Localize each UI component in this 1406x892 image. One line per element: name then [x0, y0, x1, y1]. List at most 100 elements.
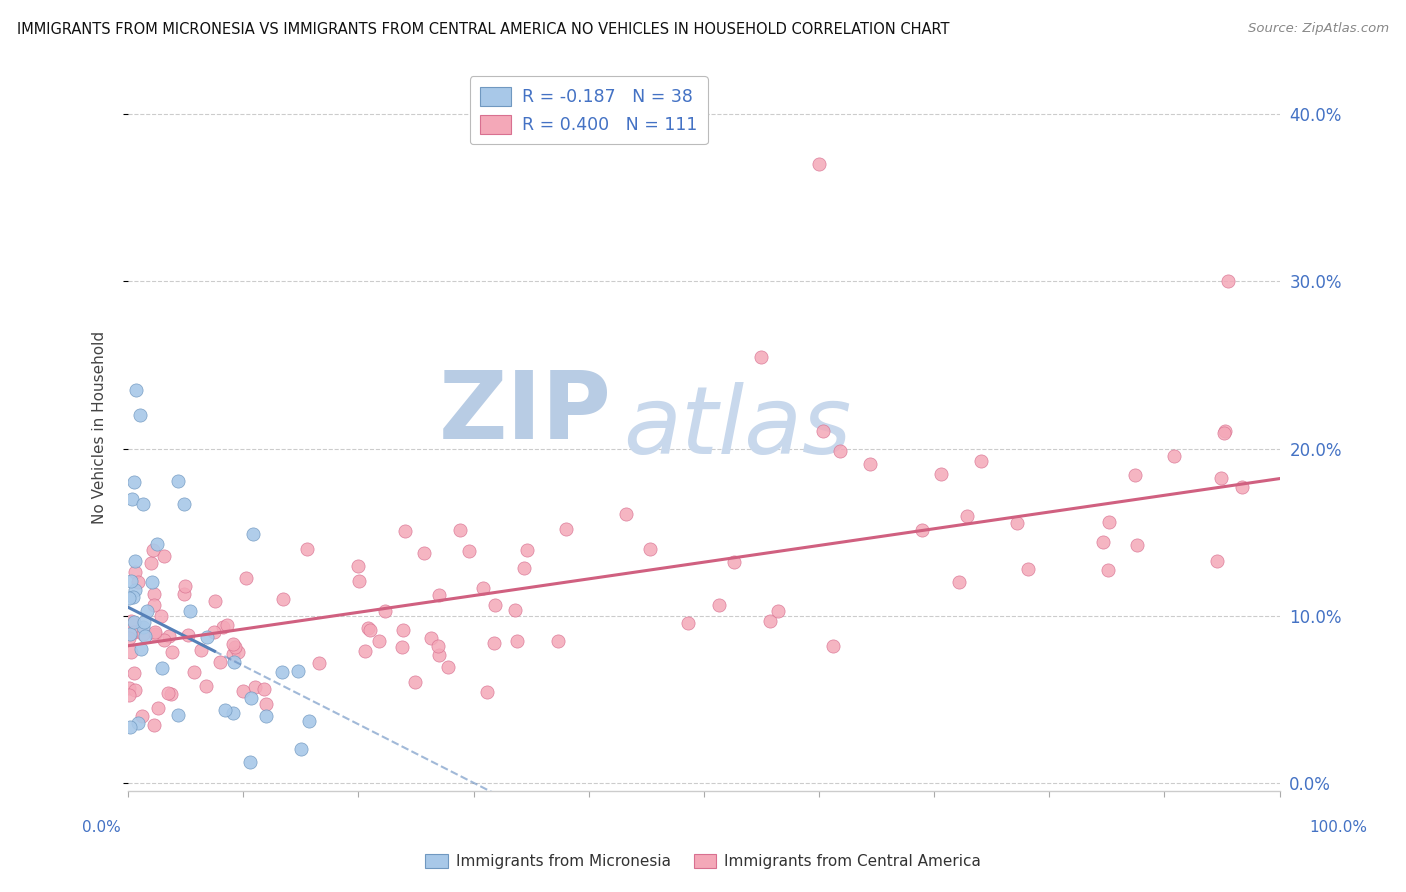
Text: 0.0%: 0.0% — [82, 821, 121, 835]
Point — [1126, 538, 1149, 552]
Point — [253, 681, 276, 696]
Point — [222, 647, 245, 661]
Point — [347, 558, 370, 573]
Point — [392, 624, 415, 638]
Point — [235, 571, 257, 585]
Point — [118, 631, 141, 645]
Point — [129, 641, 152, 656]
Point — [1092, 534, 1115, 549]
Text: ZIP: ZIP — [439, 368, 612, 459]
Point — [177, 628, 200, 642]
Text: 100.0%: 100.0% — [1309, 821, 1368, 835]
Point — [391, 640, 413, 654]
Point — [160, 688, 183, 702]
Point — [1163, 449, 1185, 463]
Point — [1216, 274, 1239, 288]
Point — [472, 581, 495, 595]
Point — [948, 574, 970, 589]
Point — [516, 543, 538, 558]
Point — [758, 614, 780, 628]
Point — [1005, 516, 1028, 531]
Point — [121, 491, 143, 506]
Point — [120, 614, 142, 628]
Point — [131, 620, 153, 634]
Point — [513, 561, 536, 575]
Point — [202, 624, 225, 639]
Point — [134, 629, 156, 643]
Point — [224, 655, 246, 669]
Point — [766, 604, 789, 618]
Point — [638, 541, 661, 556]
Point — [821, 639, 844, 653]
Point — [125, 383, 148, 397]
Point — [308, 656, 330, 670]
Point — [224, 640, 246, 655]
Point — [808, 157, 831, 171]
Point — [226, 645, 249, 659]
Point — [122, 590, 145, 604]
Point — [297, 542, 319, 557]
Point — [204, 594, 226, 608]
Point — [146, 701, 169, 715]
Point — [1230, 480, 1253, 494]
Point — [427, 648, 450, 662]
Point — [173, 497, 195, 511]
Point — [394, 524, 416, 538]
Point — [127, 716, 149, 731]
Point — [150, 661, 173, 675]
Point — [676, 615, 699, 630]
Point — [427, 588, 450, 602]
Point — [131, 497, 153, 511]
Point — [136, 604, 159, 618]
Point — [1017, 562, 1039, 576]
Point — [142, 543, 165, 558]
Point — [1097, 563, 1119, 577]
Point — [1098, 516, 1121, 530]
Legend: R = -0.187   N = 38, R = 0.400   N = 111: R = -0.187 N = 38, R = 0.400 N = 111 — [470, 77, 707, 145]
Point — [146, 536, 169, 550]
Point — [127, 575, 149, 590]
Point — [298, 714, 321, 729]
Point — [813, 425, 835, 439]
Point — [1206, 554, 1229, 568]
Point — [132, 627, 155, 641]
Point — [354, 644, 377, 658]
Point — [484, 599, 506, 613]
Point — [287, 664, 309, 678]
Point — [1211, 471, 1233, 485]
Point — [145, 627, 167, 641]
Point — [911, 523, 934, 537]
Point — [143, 717, 166, 731]
Point — [426, 639, 449, 653]
Point — [239, 755, 262, 769]
Point — [956, 509, 979, 524]
Text: atlas: atlas — [623, 382, 852, 473]
Point — [420, 632, 443, 646]
Point — [271, 665, 294, 679]
Point — [149, 608, 172, 623]
Point — [152, 549, 174, 563]
Point — [124, 666, 146, 681]
Point — [211, 620, 233, 634]
Point — [214, 703, 236, 717]
Point — [614, 508, 637, 522]
Point — [232, 684, 254, 698]
Point — [118, 688, 141, 702]
Point — [153, 632, 176, 647]
Point — [120, 645, 142, 659]
Point — [118, 591, 141, 605]
Point — [122, 615, 145, 630]
Point — [482, 636, 505, 650]
Point — [243, 681, 266, 695]
Point — [173, 579, 195, 593]
Point — [118, 721, 141, 735]
Point — [183, 665, 205, 679]
Point — [215, 618, 238, 632]
Point — [359, 623, 381, 637]
Point — [160, 645, 183, 659]
Point — [167, 475, 190, 489]
Point — [222, 706, 245, 720]
Point — [222, 637, 245, 651]
Point — [143, 587, 166, 601]
Point — [118, 627, 141, 641]
